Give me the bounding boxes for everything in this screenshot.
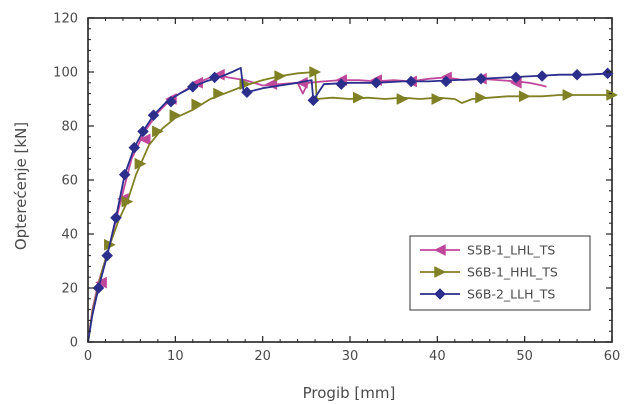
series-point xyxy=(101,249,114,262)
legend: S5B-1_LHL_TS S6B-1_HHL_TS S6B-2_LLH_TS xyxy=(409,235,591,311)
legend-label: S6B-2_LLH_TS xyxy=(467,287,555,302)
series-layer xyxy=(87,66,619,343)
y-tick-label: 80 xyxy=(61,120,78,135)
y-tick-label: 0 xyxy=(70,336,78,351)
legend-swatch-marker xyxy=(433,244,446,256)
series-point xyxy=(137,125,149,138)
series-point xyxy=(405,75,417,88)
x-tick-label: 40 xyxy=(429,349,446,364)
legend-label: S5B-1_LHL_TS xyxy=(467,243,555,258)
series-point xyxy=(536,70,548,82)
series-point xyxy=(440,75,452,88)
series-point xyxy=(152,125,164,138)
series-point xyxy=(147,109,160,122)
y-tick-label: 120 xyxy=(53,12,78,27)
y-tick-label: 60 xyxy=(61,174,78,189)
ticks-layer: 0 10 20 30 40 50 60 0 20 40 60 80 100 120 xyxy=(53,12,620,365)
series-point xyxy=(138,133,151,146)
series-point xyxy=(241,86,253,99)
series-point xyxy=(274,70,287,82)
x-tick-label: 0 xyxy=(84,349,92,364)
series-point xyxy=(307,94,320,107)
x-tick-label: 30 xyxy=(342,349,359,364)
series-3 xyxy=(87,67,614,343)
x-axis-label: Progib [mm] xyxy=(303,384,396,402)
x-tick-label: 20 xyxy=(254,349,271,364)
series-point xyxy=(128,141,141,154)
series-point xyxy=(186,80,199,93)
series-point xyxy=(571,68,583,81)
y-tick-label: 40 xyxy=(61,228,78,243)
series-point xyxy=(165,95,177,108)
series-point xyxy=(121,195,134,208)
legend-swatch-marker xyxy=(434,266,447,278)
series-point xyxy=(335,78,348,91)
y-tick-label: 20 xyxy=(61,282,78,297)
y-tick-label: 100 xyxy=(53,66,78,81)
series-point xyxy=(475,91,488,104)
series-point xyxy=(431,93,444,105)
series-point xyxy=(370,76,383,89)
series-point xyxy=(562,89,575,101)
series-point xyxy=(309,66,322,78)
series-point xyxy=(208,71,221,84)
series-point xyxy=(606,89,619,101)
series-point xyxy=(396,93,409,105)
series-point xyxy=(118,168,131,181)
series-point xyxy=(191,98,204,111)
series-point xyxy=(134,157,147,170)
y-axis-label: Opterećenje [kN] xyxy=(12,122,30,250)
legend-swatch-marker xyxy=(434,288,446,300)
series-point xyxy=(213,87,226,100)
series-point xyxy=(169,109,182,122)
series-point xyxy=(92,282,105,294)
series-point xyxy=(518,90,531,103)
series-point xyxy=(475,72,487,85)
x-tick-label: 10 xyxy=(167,349,184,364)
series-point xyxy=(352,91,365,104)
x-tick-label: 60 xyxy=(604,349,621,364)
series-point xyxy=(510,71,522,84)
x-tick-label: 50 xyxy=(516,349,533,364)
series-point xyxy=(110,211,122,224)
legend-label: S6B-1_HHL_TS xyxy=(467,265,558,280)
